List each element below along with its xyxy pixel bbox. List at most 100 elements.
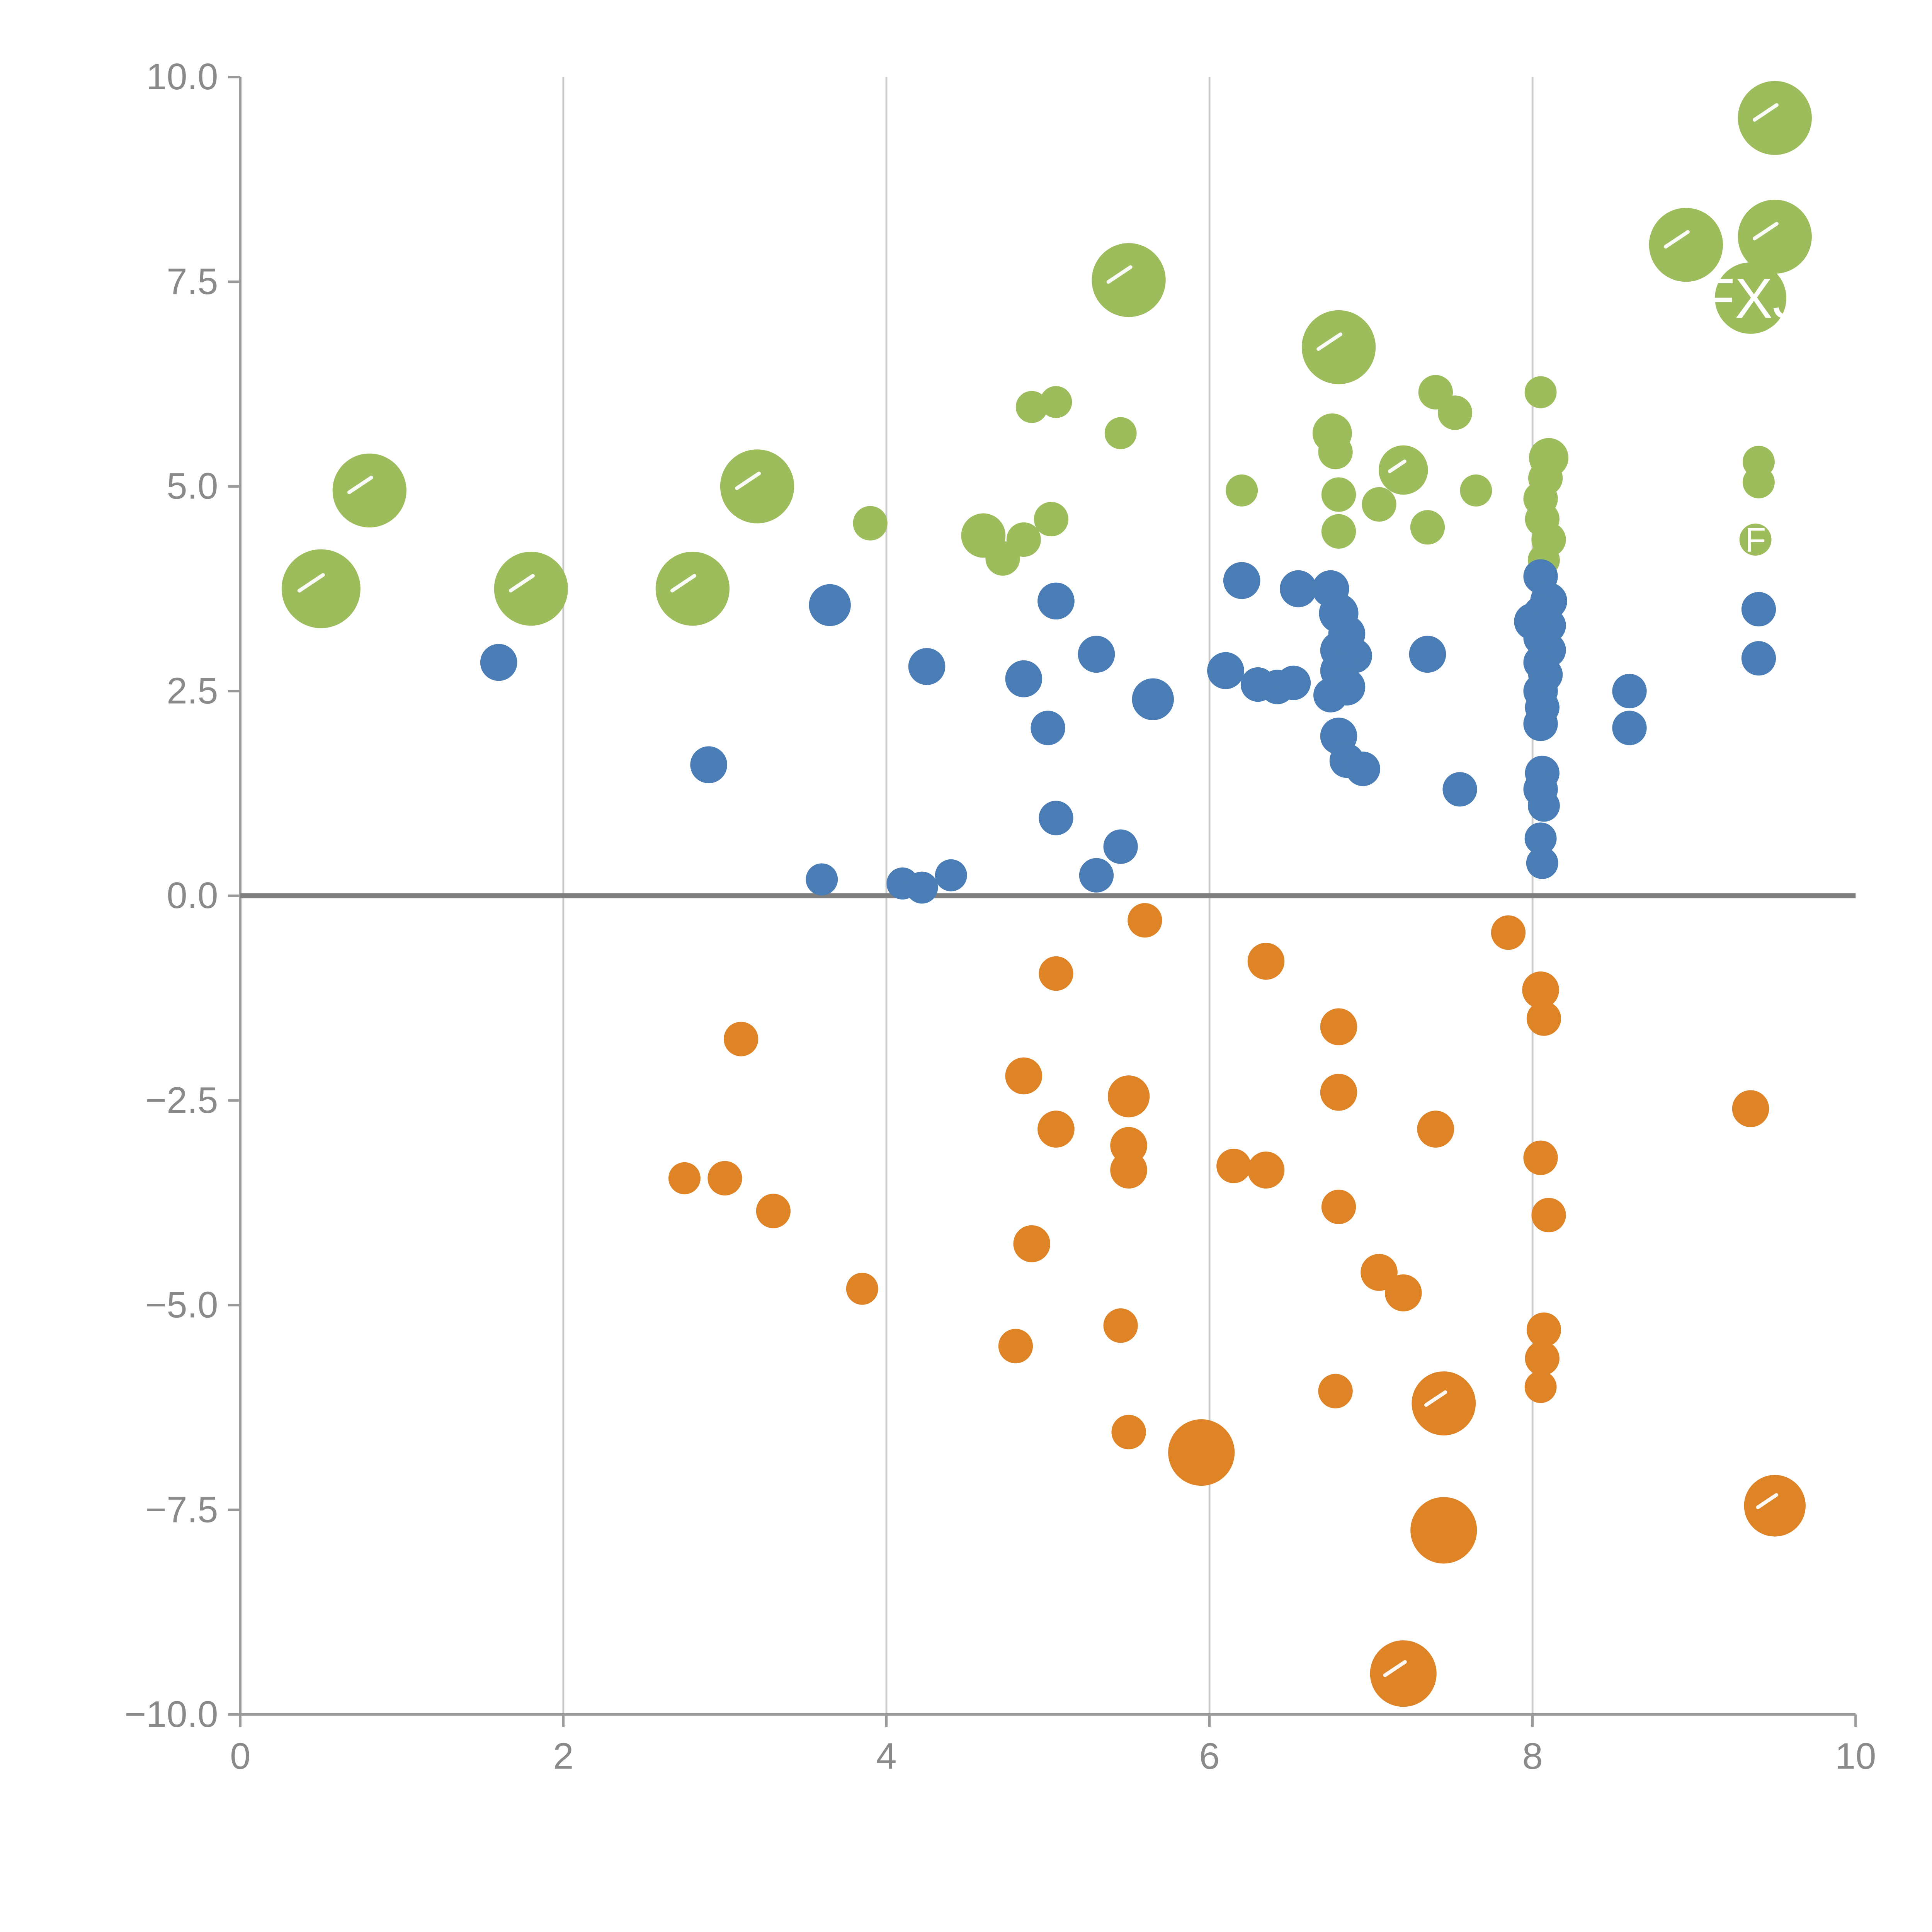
blue-bubble xyxy=(690,746,727,784)
orange-bubble xyxy=(668,1162,701,1194)
blue-bubble xyxy=(1524,822,1557,855)
orange-bubble xyxy=(1531,1197,1566,1233)
orange-bubble xyxy=(1361,1254,1398,1291)
green-bubble xyxy=(332,453,406,528)
orange-bubble xyxy=(1412,1371,1476,1435)
orange-bubble xyxy=(1111,1415,1146,1449)
x-tick-label: 6 xyxy=(1199,1735,1220,1777)
orange-bubble xyxy=(1216,1148,1251,1184)
y-tick-label: 5.0 xyxy=(167,466,218,507)
orange-bubble xyxy=(1384,1274,1422,1311)
x-tick-label: 10 xyxy=(1835,1735,1876,1777)
green-bubble xyxy=(1321,514,1356,549)
blue-bubble xyxy=(1031,711,1065,745)
blue-bubble xyxy=(1223,562,1260,599)
orange-bubble xyxy=(756,1194,791,1228)
orange-bubble xyxy=(707,1161,742,1196)
green-bubble xyxy=(1437,395,1473,430)
x-tick-label: 4 xyxy=(876,1735,896,1777)
orange-bubble xyxy=(1732,1090,1769,1127)
blue-bubble xyxy=(908,648,946,685)
green-bubble xyxy=(1738,199,1812,274)
y-tick-label: 10.0 xyxy=(146,56,218,97)
bubble-highlight-mark xyxy=(1383,1660,1407,1677)
green-bubble xyxy=(1092,243,1166,317)
blue-bubble xyxy=(1612,711,1647,745)
blue-bubble xyxy=(1612,673,1647,709)
blue-bubble xyxy=(1103,829,1138,864)
green-bubble xyxy=(281,549,361,628)
green-bubble xyxy=(1738,81,1812,155)
green-bubble xyxy=(494,551,568,626)
green-bubble xyxy=(1649,208,1723,282)
bubble-highlight-mark xyxy=(670,574,696,593)
blue-bubble xyxy=(1037,582,1075,620)
green-bubble xyxy=(1006,522,1041,557)
blue-bubble xyxy=(1313,678,1348,713)
green-bubble xyxy=(1015,391,1048,423)
green-bubble xyxy=(1410,510,1445,545)
orange-bubble xyxy=(724,1022,759,1056)
blue-bubble xyxy=(809,584,851,626)
blue-bubble xyxy=(1078,636,1115,673)
orange-bubble xyxy=(1526,1312,1561,1347)
bubble-highlight-mark xyxy=(1106,265,1133,284)
bubble-highlight-mark xyxy=(1756,1493,1779,1509)
bubble-highlight-mark xyxy=(509,574,535,593)
green-bubble xyxy=(1321,477,1356,512)
orange-bubble xyxy=(1523,1140,1558,1175)
y-tick-label: 2.5 xyxy=(167,670,218,711)
orange-bubble xyxy=(1744,1475,1806,1537)
blue-bubble xyxy=(1409,636,1446,673)
x-tick-label: 8 xyxy=(1522,1735,1543,1777)
orange-bubble xyxy=(1525,1341,1560,1376)
bubble-highlight-mark xyxy=(735,471,761,490)
bubble-highlight-mark xyxy=(297,573,325,593)
orange-bubble xyxy=(1410,1497,1477,1564)
blue-bubble xyxy=(806,863,838,896)
bubble-label: F xyxy=(1745,520,1766,559)
green-bubble xyxy=(1301,310,1376,384)
green-bubble xyxy=(655,551,730,626)
orange-bubble xyxy=(1247,1151,1285,1189)
orange-bubble xyxy=(1321,1189,1356,1225)
green-bubble xyxy=(853,506,888,541)
green-bubble xyxy=(1739,524,1772,556)
blue-bubble xyxy=(1526,847,1558,879)
y-tick-label: −7.5 xyxy=(145,1489,218,1530)
bubble-label: FXJ xyxy=(1700,267,1801,330)
blue-bubble xyxy=(1523,706,1558,741)
green-bubble xyxy=(1362,487,1396,522)
y-tick-label: −2.5 xyxy=(145,1080,218,1121)
orange-bubble xyxy=(1522,971,1559,1009)
blue-bubble xyxy=(1005,660,1043,697)
bubble-highlight-mark xyxy=(1752,103,1779,122)
green-bubble xyxy=(1378,445,1428,495)
bubble-highlight-mark xyxy=(1316,332,1343,351)
orange-bubble xyxy=(1005,1057,1043,1095)
orange-bubble xyxy=(1128,903,1162,938)
blue-bubble xyxy=(1079,858,1114,893)
blue-bubble xyxy=(1207,652,1244,689)
blue-bubble xyxy=(480,644,517,681)
x-tick-label: 0 xyxy=(230,1735,250,1777)
orange-bubble xyxy=(998,1329,1033,1364)
blue-bubble xyxy=(906,871,938,904)
y-tick-label: 0.0 xyxy=(167,875,218,916)
green-bubble xyxy=(1104,417,1137,449)
orange-bubble xyxy=(1417,1111,1454,1148)
orange-bubble xyxy=(1110,1151,1147,1189)
orange-bubble xyxy=(846,1272,878,1305)
green-bubble xyxy=(1318,435,1353,469)
green-bubble xyxy=(720,449,794,524)
orange-bubble xyxy=(1039,956,1073,991)
blue-bubble xyxy=(935,859,967,891)
orange-bubble xyxy=(1526,1001,1561,1036)
y-tick-label: 7.5 xyxy=(167,261,218,302)
green-bubble xyxy=(1226,474,1258,507)
green-bubble xyxy=(1034,502,1069,537)
orange-bubble xyxy=(1320,1008,1357,1046)
orange-bubble xyxy=(1524,1371,1557,1403)
